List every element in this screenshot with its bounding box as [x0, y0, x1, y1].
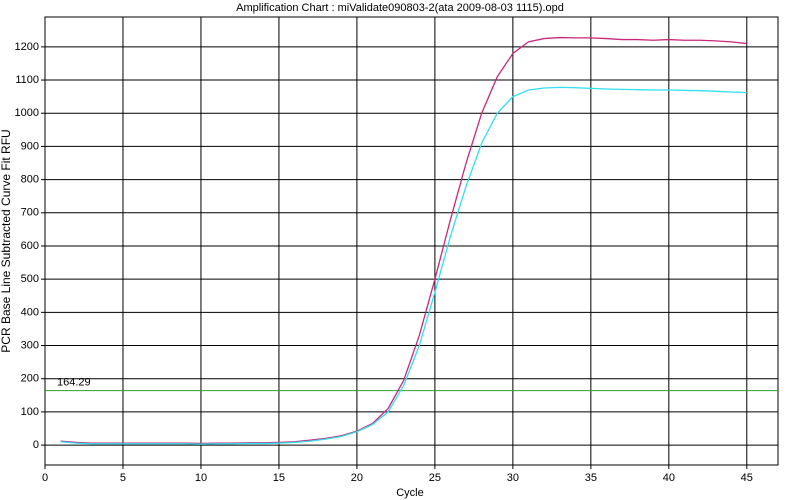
y-tick-label: 400 — [21, 306, 39, 318]
y-tick-label: 1200 — [15, 41, 39, 53]
y-tick-label: 500 — [21, 273, 39, 285]
x-tick-label: 25 — [429, 472, 441, 484]
x-tick-label: 5 — [120, 472, 126, 484]
x-tick-label: 10 — [195, 472, 207, 484]
y-tick-label: 100 — [21, 406, 39, 418]
series-line — [60, 36, 747, 445]
y-axis-label: PCR Base Line Subtracted Curve Fit RFU — [0, 129, 13, 352]
chart-title: Amplification Chart : miValidate090803-2… — [236, 2, 564, 14]
series-line — [60, 86, 747, 445]
y-tick-label: 1100 — [15, 74, 39, 86]
x-tick-label: 40 — [663, 472, 675, 484]
y-tick-label: 1000 — [15, 107, 39, 119]
y-tick-label: 700 — [21, 207, 39, 219]
y-tick-label: 300 — [21, 339, 39, 351]
plot-area — [44, 16, 779, 466]
x-tick-label: 15 — [273, 472, 285, 484]
y-tick-label: 900 — [21, 140, 39, 152]
threshold-label: 164.29 — [57, 376, 91, 388]
x-axis-label: Cycle — [396, 487, 424, 499]
y-tick-label: 0 — [33, 439, 39, 451]
x-tick-label: 45 — [741, 472, 753, 484]
x-tick-label: 30 — [507, 472, 519, 484]
x-tick-label: 35 — [585, 472, 597, 484]
y-tick-label: 800 — [21, 174, 39, 186]
y-tick-label: 600 — [21, 240, 39, 252]
x-tick-label: 20 — [351, 472, 363, 484]
x-tick-label: 0 — [42, 472, 48, 484]
y-tick-label: 200 — [21, 373, 39, 385]
